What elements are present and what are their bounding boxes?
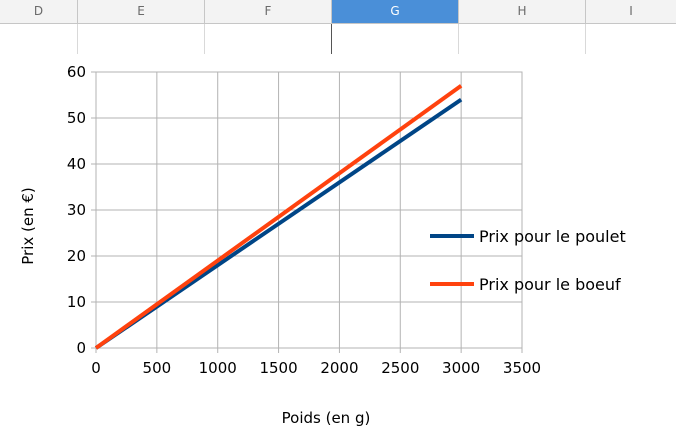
x-tick-label: 3500 [503,359,541,377]
column-header-i[interactable]: I [629,4,633,18]
y-tick-label: 0 [76,339,86,357]
column-header-e[interactable]: E [78,0,205,23]
x-tick-label: 1000 [199,359,237,377]
x-tick-label: 3000 [442,359,480,377]
y-axis-label: Prix (en €) [19,187,37,265]
grid-layer [91,71,523,353]
cell-gridline [77,24,78,54]
y-tick-label: 30 [67,201,86,219]
legend: Prix pour le poulet Prix pour le boeuf [430,227,626,294]
column-header-h[interactable]: H [459,0,586,23]
column-header-g[interactable]: G [332,0,459,23]
y-tick-label: 60 [67,63,86,81]
cell-gridline [458,24,459,54]
y-tick-label: 40 [67,155,86,173]
x-tick-label: 0 [91,359,101,377]
column-header-d[interactable]: D [0,0,78,23]
legend-label: Prix pour le boeuf [479,275,621,294]
column-header-row: D E F G H I [0,0,676,24]
x-axis-label: Poids (en g) [282,409,371,427]
cell-gridline [204,24,205,54]
legend-label: Prix pour le poulet [479,227,626,246]
x-tick-label: 1500 [259,359,297,377]
column-header-f[interactable]: F [205,0,332,23]
x-tick-label: 500 [143,359,172,377]
y-tick-label: 10 [67,293,86,311]
tick-layer: 0 500 1000 1500 2000 2500 3000 3500 0 10 20 30 40 50 6… [67,63,541,377]
plot-area-border [95,71,523,349]
x-tick-label: 2000 [320,359,358,377]
series-layer [94,84,463,350]
cell-gridline-selected [331,24,332,54]
x-tick-label: 2500 [381,359,419,377]
y-tick-label: 50 [67,109,86,127]
cell-gridline [585,24,586,54]
series-line-2[interactable] [94,84,463,350]
y-tick-label: 20 [67,247,86,265]
